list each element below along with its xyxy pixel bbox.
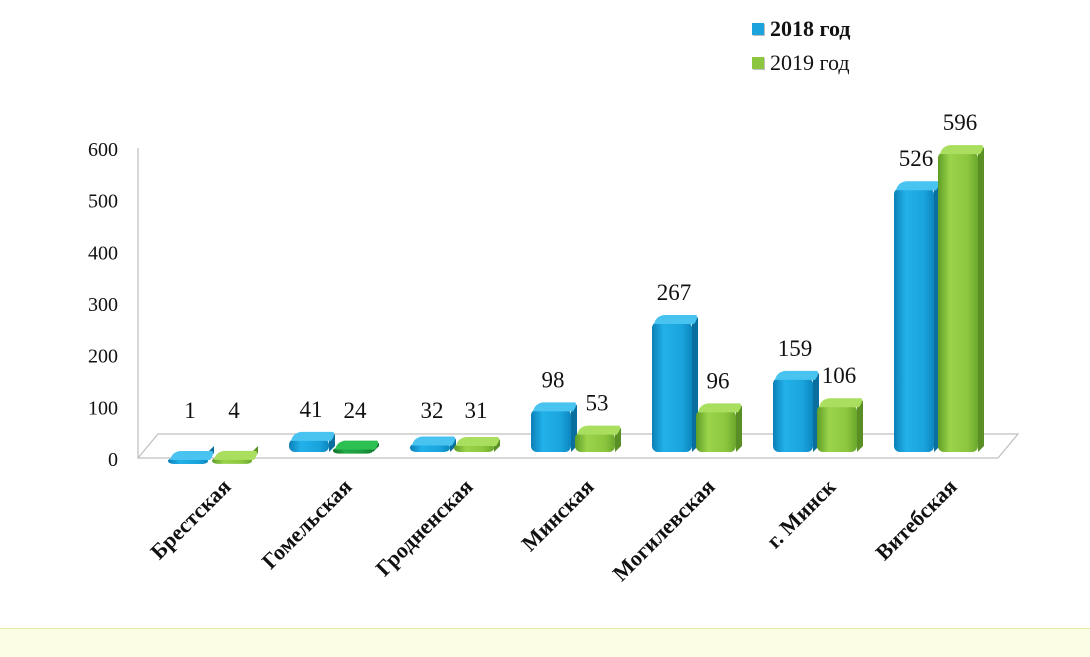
y-tick-label: 600 (88, 139, 118, 161)
bar-front (817, 405, 857, 452)
data-label: 4 (228, 398, 240, 423)
bar-top (819, 398, 863, 408)
bar-top (291, 431, 335, 441)
bar (575, 425, 621, 452)
y-tick-label: 0 (108, 449, 118, 471)
data-label: 53 (586, 391, 609, 416)
legend-label-2019: 2019 год (770, 50, 850, 75)
data-label: 24 (344, 398, 368, 423)
bar-side (329, 433, 335, 452)
category-label: Брестская (145, 474, 235, 564)
bar-top (654, 315, 698, 325)
bar-top (896, 181, 940, 191)
bar (938, 145, 984, 453)
data-label: 96 (707, 368, 730, 393)
bar (531, 402, 577, 452)
data-label: 41 (300, 397, 323, 422)
bar-side (978, 147, 984, 453)
data-label: 267 (657, 280, 692, 305)
bar-front (696, 410, 736, 452)
bar (696, 403, 742, 452)
data-label: 596 (943, 110, 978, 135)
bar-front (894, 188, 934, 452)
bar (333, 440, 379, 454)
bar-top (456, 436, 500, 446)
bar-side (494, 438, 500, 452)
bar-top (533, 402, 577, 412)
bar (773, 370, 819, 452)
data-label: 31 (465, 398, 488, 423)
bar-front (575, 432, 615, 452)
category-label: Гомельская (257, 474, 357, 574)
bar-side (736, 405, 742, 452)
bar-top (940, 145, 984, 155)
data-label: 1 (184, 398, 196, 423)
category-labels: Брестская Гомельская Гродненская Минская Мог… (145, 474, 961, 586)
bar-front (773, 377, 813, 452)
y-tick-label: 100 (88, 397, 118, 419)
bar (652, 315, 698, 452)
bars (168, 145, 984, 464)
bar-top (412, 436, 456, 446)
bar-side (857, 400, 863, 452)
data-label: 32 (421, 398, 444, 423)
category-label: Минская (516, 474, 598, 556)
bar-top (170, 451, 214, 460)
footer-band (0, 628, 1090, 657)
data-labels: 1 4 41 24 32 31 98 53 267 96 159 106 526 596 (184, 110, 977, 423)
bar-top (214, 450, 258, 460)
legend: 2018 год 2019 год (752, 12, 850, 80)
data-label: 526 (899, 146, 934, 171)
bar-top (335, 440, 379, 450)
y-tick-labels: 0 100 200 300 400 500 600 (88, 139, 118, 471)
bar (817, 398, 863, 452)
bar (454, 436, 500, 452)
bar-top (775, 370, 819, 380)
data-label: 98 (542, 367, 565, 392)
bar-front (454, 443, 494, 452)
category-label: г. Минск (761, 474, 840, 553)
y-tick-label: 500 (88, 191, 118, 213)
bar (894, 181, 940, 452)
data-label: 106 (822, 363, 857, 388)
category-label: Витебская (870, 474, 961, 565)
data-label: 159 (778, 336, 813, 361)
bar-front (652, 322, 692, 452)
bar (168, 446, 214, 464)
bar-top (698, 403, 742, 413)
bar-side (450, 438, 456, 452)
bar-top (577, 425, 621, 435)
y-tick-label: 200 (88, 346, 118, 368)
legend-swatch-2019 (752, 57, 764, 69)
bar-front (938, 152, 978, 453)
bar-front (289, 438, 329, 452)
legend-label-2018: 2018 год (770, 16, 851, 41)
y-tick-label: 300 (88, 294, 118, 316)
y-tick-label: 400 (88, 242, 118, 264)
category-label: Гродненская (370, 474, 477, 581)
legend-item-2018: 2018 год (752, 12, 850, 46)
bar-front (531, 409, 571, 452)
bar-front (410, 443, 450, 452)
axes (136, 148, 1020, 459)
bar (289, 431, 335, 452)
bar (410, 436, 456, 452)
bar (212, 446, 258, 464)
legend-swatch-2018 (752, 23, 764, 35)
chart-floor (136, 433, 1020, 459)
legend-item-2019: 2019 год (752, 46, 850, 80)
category-label: Могилевская (608, 474, 720, 586)
